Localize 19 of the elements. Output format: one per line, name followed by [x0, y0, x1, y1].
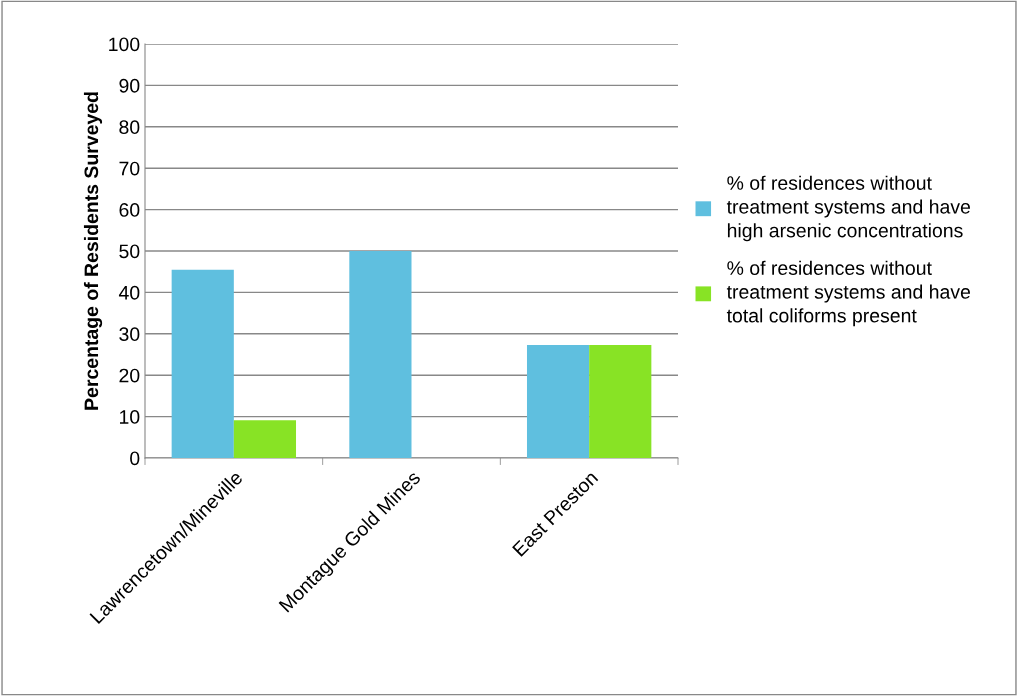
bar [589, 344, 652, 458]
y-tick-label: 30 [119, 327, 140, 342]
legend-label: % of residences without treatment systems and have total coliforms present [726, 260, 970, 327]
y-tick-label: 100 [109, 37, 140, 52]
y-tick-label: 60 [119, 203, 140, 217]
y-tick-label: 20 [119, 368, 140, 383]
y-tick-label: 0 [130, 451, 140, 466]
bar [171, 269, 234, 458]
bar [349, 251, 412, 458]
y-axis-title: Percentage of Residents Surveyed [83, 92, 103, 410]
bar [526, 344, 590, 458]
y-tick-label: 70 [119, 161, 140, 176]
y-tick-label: 50 [119, 244, 140, 259]
y-tick-label: 90 [119, 78, 140, 93]
y-tick-label: 10 [120, 410, 140, 424]
y-tick-label: 40 [118, 285, 140, 300]
legend-label: % of residences without treatment systems and have high arsenic concentrations [726, 175, 970, 242]
y-tick-label: 80 [119, 120, 140, 135]
bar [233, 420, 297, 458]
